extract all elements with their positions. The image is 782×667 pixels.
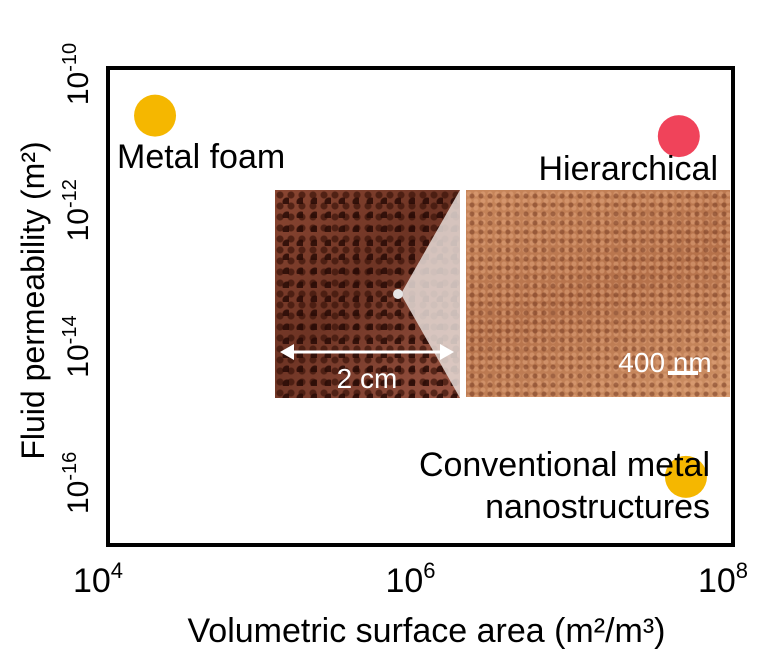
- x-tick-label: 106: [385, 558, 435, 600]
- data-point: [134, 94, 177, 137]
- zoom-origin-dot: [393, 289, 403, 299]
- data-point-label: Hierarchical: [539, 150, 719, 188]
- data-point-label: Conventional metal: [419, 446, 710, 484]
- y-axis-title: Fluid permeability (m²): [15, 141, 51, 459]
- data-point: [664, 455, 707, 498]
- x-tick-label: 104: [73, 558, 123, 600]
- x-axis-title: Volumetric surface area (m²/m³): [188, 612, 666, 650]
- y-tick-label: 10-14: [59, 315, 95, 377]
- data-point: [657, 115, 700, 158]
- scale-bar: [668, 371, 698, 375]
- data-point-label: Metal foam: [117, 138, 285, 176]
- y-tick-label: 10-12: [59, 179, 95, 241]
- y-tick-label: 10-16: [59, 452, 95, 514]
- zoom-wedge: [400, 190, 460, 398]
- sample-photo: [275, 190, 460, 398]
- x-tick-label: 108: [698, 558, 748, 600]
- sem-micrograph: [466, 190, 730, 397]
- y-tick-label: 10-10: [59, 43, 95, 105]
- plot-frame: [106, 66, 735, 547]
- data-point-label: nanostructures: [485, 488, 710, 526]
